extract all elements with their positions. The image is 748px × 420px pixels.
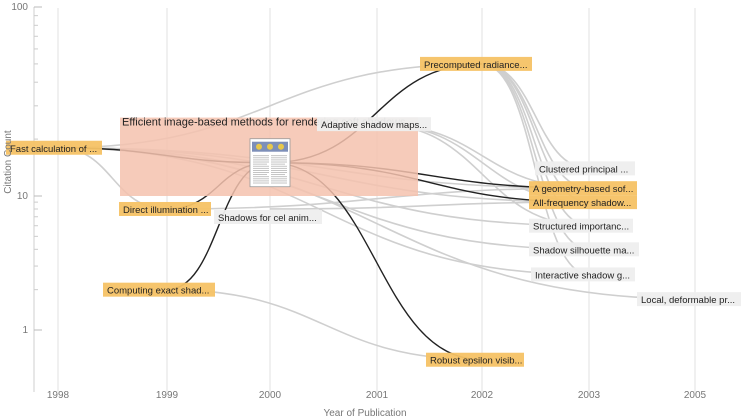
paper-label-celanim[interactable]: Shadows for cel anim... — [218, 213, 317, 224]
y-tick-label: 100 — [11, 2, 28, 13]
paper-label-box-local[interactable] — [637, 292, 741, 307]
paper-label-robust[interactable]: Robust epsilon visib... — [430, 356, 522, 367]
x-tick-label: 2003 — [578, 390, 601, 401]
paper-label-interactive[interactable]: Interactive shadow g... — [535, 270, 630, 281]
paper-label-box-celanim[interactable] — [214, 209, 322, 224]
paper-label-precomp[interactable]: Precomputed radiance... — [424, 60, 528, 71]
paper-label-box-robust[interactable] — [426, 352, 524, 367]
y-axis-ticks: 1 10 100 — [11, 2, 42, 336]
x-tick-label: 2000 — [259, 390, 282, 401]
citation-link-gray — [166, 288, 483, 361]
citation-link-gray — [481, 63, 590, 170]
paper-label-box-geometry[interactable] — [529, 181, 637, 196]
paper-label-box-fast[interactable] — [6, 140, 102, 155]
paper-label-box-precomp[interactable] — [420, 56, 532, 71]
y-axis-title: Citation Count — [3, 130, 14, 194]
x-axis-ticks: 1998 1999 2000 2001 2002 2003 2005 — [47, 390, 707, 401]
paper-label-box-interactive[interactable] — [531, 267, 635, 282]
y-tick-label: 1 — [22, 325, 28, 336]
x-axis-title: Year of Publication — [323, 408, 406, 419]
paper-label-silhouette[interactable]: Shadow silhouette ma... — [533, 245, 634, 256]
x-tick-label: 2002 — [471, 390, 494, 401]
paper-labels: Fast calculation of ... Direct illuminati… — [6, 56, 741, 367]
paper-label-box-silhouette[interactable] — [529, 242, 639, 257]
y-tick-label: 10 — [17, 191, 29, 202]
paper-label-struct[interactable]: Structured importanc... — [533, 222, 629, 233]
paper-label-box-clustered[interactable] — [535, 161, 635, 176]
paper-label-clustered[interactable]: Clustered principal ... — [539, 164, 628, 175]
x-tick-label: 1998 — [47, 390, 70, 401]
paper-label-allfreq[interactable]: All-frequency shadow... — [533, 198, 631, 209]
thumbnail-dot — [278, 143, 284, 150]
paper-label-box-adaptive[interactable] — [317, 117, 431, 132]
paper-label-fast[interactable]: Fast calculation of ... — [10, 144, 97, 155]
x-tick-label: 2001 — [366, 390, 389, 401]
paper-label-local[interactable]: Local, deformable pr... — [641, 295, 735, 306]
paper-label-box-exact[interactable] — [103, 282, 215, 297]
thumbnail-dot — [267, 143, 273, 150]
paper-label-geometry[interactable]: A geometry-based sof... — [533, 184, 633, 195]
paper-label-box-struct[interactable] — [529, 218, 633, 233]
paper-label-box-allfreq[interactable] — [529, 195, 637, 210]
thumbnail-dot — [256, 143, 262, 150]
x-tick-label: 1999 — [156, 390, 179, 401]
paper-label-direct[interactable]: Direct illumination ... — [123, 205, 209, 216]
citation-link-gray — [166, 187, 590, 210]
paper-label-box-direct[interactable] — [119, 201, 211, 216]
paper-label-adaptive[interactable]: Adaptive shadow maps... — [321, 120, 427, 131]
x-tick-label: 2005 — [684, 390, 707, 401]
paper-label-exact[interactable]: Computing exact shad... — [107, 286, 209, 297]
